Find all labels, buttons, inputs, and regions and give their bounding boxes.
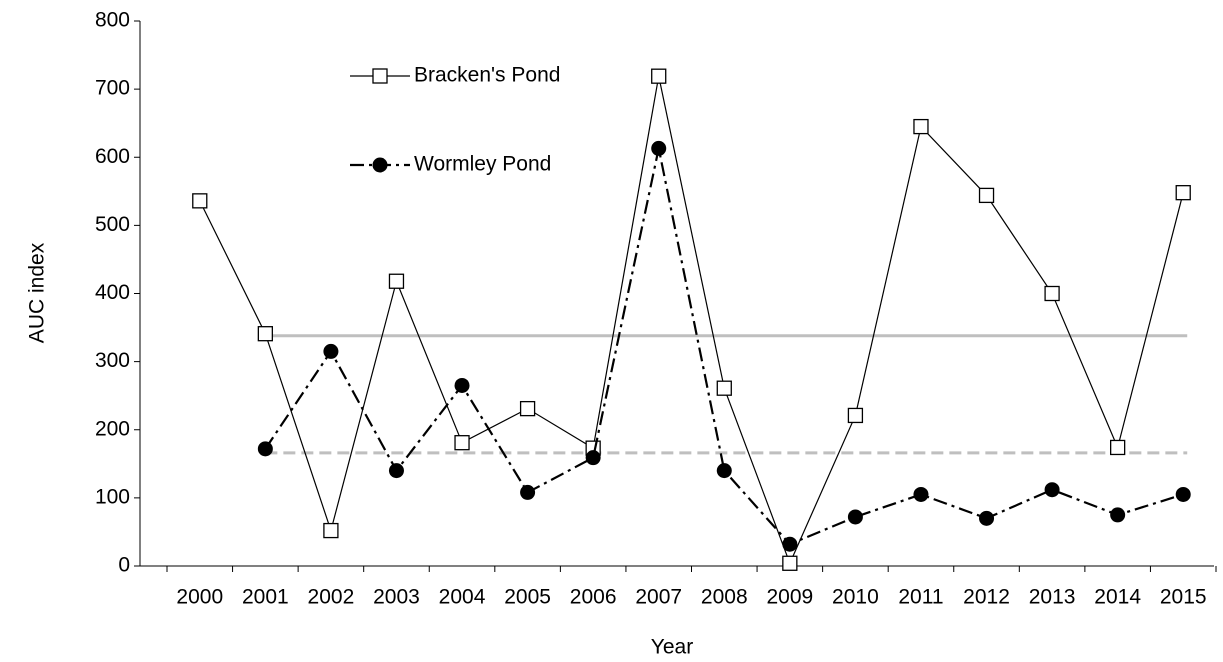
marker (847, 407, 864, 424)
marker (913, 486, 929, 502)
marker (782, 536, 798, 552)
y-axis-label: AUC index (26, 242, 49, 343)
x-tick-label: 2004 (439, 586, 486, 609)
legend-label: Wormley Pond (414, 153, 551, 176)
marker (323, 522, 339, 539)
marker (454, 377, 470, 393)
marker (1044, 285, 1060, 302)
marker (716, 380, 732, 396)
marker (847, 509, 863, 525)
marker (323, 343, 339, 359)
y-tick-label: 300 (95, 349, 130, 372)
y-tick-label: 500 (95, 213, 130, 236)
marker (1175, 486, 1191, 502)
marker (1044, 482, 1060, 498)
marker (585, 450, 601, 466)
marker (388, 273, 405, 289)
marker (520, 484, 536, 500)
x-tick-label: 2012 (963, 586, 1010, 609)
marker (651, 140, 667, 156)
x-tick-label: 2008 (701, 586, 748, 609)
marker (1175, 185, 1191, 201)
x-tick-label: 2011 (898, 586, 943, 609)
y-tick-label: 100 (95, 485, 130, 508)
y-tick-label: 800 (95, 9, 130, 32)
x-tick-label: 2002 (308, 586, 355, 609)
x-tick-label: 2014 (1094, 586, 1141, 609)
x-tick-label: 2001 (242, 586, 289, 609)
marker (192, 193, 208, 209)
legend-label: Bracken's Pond (414, 64, 560, 87)
x-tick-label: 2005 (504, 586, 551, 609)
marker (913, 118, 929, 135)
y-tick-label: 700 (95, 77, 130, 100)
x-tick-label: 2003 (373, 586, 420, 609)
x-tick-label: 2010 (832, 586, 879, 609)
marker (257, 326, 273, 342)
marker (388, 463, 404, 479)
marker (651, 68, 667, 84)
y-tick-label: 600 (95, 145, 130, 168)
x-tick-label: 2000 (176, 586, 223, 609)
x-axis-label: Year (651, 636, 693, 659)
y-tick-label: 0 (118, 554, 130, 577)
y-tick-label: 400 (95, 281, 130, 304)
marker (1110, 439, 1126, 456)
marker (519, 400, 536, 417)
marker (716, 463, 732, 479)
marker (782, 555, 798, 571)
marker (454, 435, 470, 451)
marker (1110, 507, 1126, 523)
x-tick-label: 2013 (1029, 586, 1076, 609)
series-line (199, 76, 1184, 565)
x-tick-label: 2009 (766, 586, 813, 609)
series-line (264, 148, 1184, 546)
marker (372, 68, 388, 84)
marker (257, 441, 273, 457)
y-tick-label: 200 (95, 417, 130, 440)
marker (978, 187, 995, 204)
x-tick-label: 2015 (1160, 586, 1207, 609)
marker (372, 157, 388, 173)
x-tick-label: 2007 (635, 586, 682, 609)
marker (979, 510, 995, 526)
x-tick-label: 2006 (570, 586, 617, 609)
